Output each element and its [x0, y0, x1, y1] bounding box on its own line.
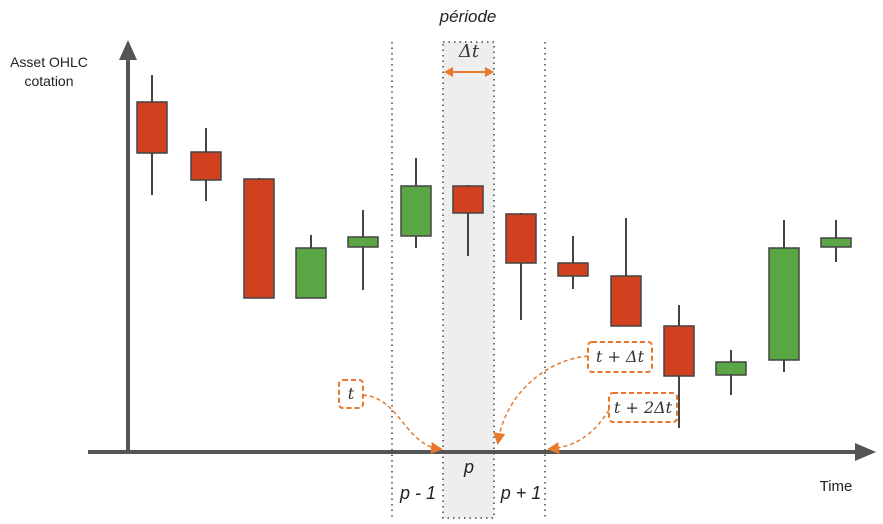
- candle-10: [610, 218, 642, 327]
- y-axis-label-line1: Asset OHLC: [10, 54, 88, 70]
- candle-14: [820, 220, 852, 262]
- candle-body-down: [663, 325, 695, 377]
- t-plus-2delta-arrow: [547, 409, 610, 455]
- x-axis-arrowhead: [855, 443, 876, 461]
- candle-6: [400, 158, 432, 248]
- p-plus-1-label: p + 1: [500, 483, 542, 503]
- candle-body-down: [243, 178, 275, 299]
- candle-5: [347, 210, 379, 290]
- candle-body-up: [347, 236, 379, 248]
- candle-9: [557, 236, 589, 289]
- candle-body-down: [190, 151, 222, 181]
- periode-title: période: [439, 7, 497, 26]
- candle-body-up: [400, 185, 432, 237]
- candle-2: [190, 128, 222, 201]
- candle-12: [715, 350, 747, 395]
- p-minus-1-label: p - 1: [399, 483, 436, 503]
- candle-body-up: [715, 361, 747, 376]
- y-axis-label-line2: cotation: [24, 73, 73, 89]
- y-axis-arrowhead: [119, 40, 137, 60]
- t-plus-delta-label: t + Δt: [596, 347, 645, 366]
- candle-body-down: [452, 185, 484, 214]
- candle-body-up: [820, 237, 852, 248]
- delta-arrow-right-head: [485, 67, 494, 77]
- t-plus-delta-box: [587, 341, 653, 373]
- candle-8: [505, 213, 537, 320]
- t-plus-2delta-box: [608, 392, 678, 423]
- t-label: t: [348, 384, 355, 403]
- delta-arrow-left-head: [444, 67, 453, 77]
- candle-body-down: [557, 262, 589, 277]
- x-axis-label: Time: [820, 478, 853, 495]
- candle-body-up: [768, 247, 800, 361]
- t-arrow: [362, 394, 443, 454]
- t-plus-2delta-label: t + 2Δt: [614, 398, 673, 417]
- candles: [136, 75, 852, 428]
- candle-3: [243, 178, 275, 299]
- p-label: p: [463, 457, 474, 477]
- candle-body-up: [295, 247, 327, 299]
- delta-label: Δt: [458, 41, 480, 62]
- candle-7: [452, 185, 484, 256]
- candle-1: [136, 75, 168, 195]
- candle-body-down: [505, 213, 537, 264]
- t-box: [338, 379, 364, 409]
- candle-body-down: [610, 275, 642, 327]
- candle-11: [663, 305, 695, 428]
- candle-4: [295, 235, 327, 299]
- t-plus-delta-arrow: [493, 355, 589, 445]
- period-band: [442, 41, 495, 519]
- candle-body-down: [136, 101, 168, 154]
- candle-13: [768, 220, 800, 372]
